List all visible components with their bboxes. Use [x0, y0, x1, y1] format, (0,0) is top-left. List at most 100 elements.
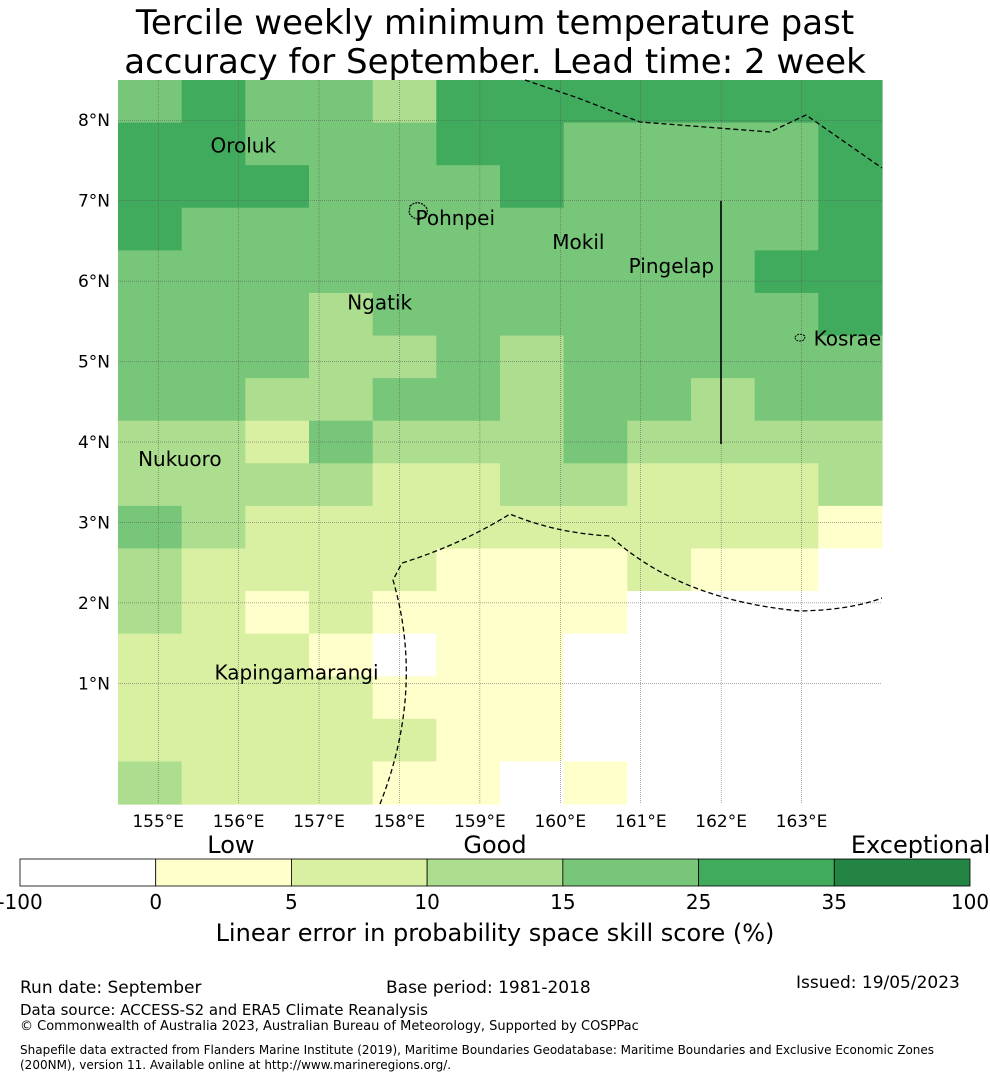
grid-cell	[818, 463, 883, 507]
grid-cell	[691, 505, 756, 550]
colorbar-bin	[155, 858, 292, 887]
grid-cell	[309, 250, 374, 294]
grid-cell	[627, 505, 692, 550]
map-title: Tercile weekly minimum temperature past …	[0, 4, 990, 82]
grid-cell	[818, 292, 883, 337]
grid-cell	[818, 122, 883, 166]
grid-cell	[818, 633, 883, 677]
grid-cell	[691, 165, 756, 209]
place-labels: Oroluk Pohnpei Mokil Pingelap Ngatik Kosrae Nu…	[138, 133, 881, 684]
grid-cell	[372, 80, 437, 124]
grid-cell	[372, 165, 437, 209]
grid-cell	[563, 505, 628, 550]
grid-cell	[754, 761, 819, 805]
grid-cell	[500, 165, 565, 209]
grid-cell	[181, 591, 246, 635]
grid-cell	[372, 761, 437, 805]
grid-cell	[500, 633, 565, 677]
grid-cell	[372, 548, 437, 592]
grid-cell	[245, 633, 310, 677]
grid-cell	[436, 165, 501, 209]
grid-cell	[754, 335, 819, 379]
grid-cell	[118, 80, 183, 124]
grid-cell	[691, 591, 756, 635]
grid-cell	[118, 633, 183, 677]
grid-cell	[181, 207, 246, 251]
grid-cell	[627, 165, 692, 209]
place-label: Kapingamarangi	[215, 660, 379, 684]
latitude-tick-label: 1°N	[78, 674, 110, 694]
grid-cell	[500, 80, 565, 124]
grid-cell	[245, 292, 310, 337]
grid-cell	[118, 165, 183, 209]
grid-cell	[372, 122, 437, 166]
grid-cell	[118, 335, 183, 379]
grid-cell	[436, 250, 501, 294]
island-outlines	[408, 202, 806, 342]
grid-cell	[627, 250, 692, 294]
grid-cell	[691, 122, 756, 166]
grid-cell	[181, 548, 246, 592]
grid-cell	[500, 420, 565, 464]
grid-cell	[500, 591, 565, 635]
grid-cell	[372, 633, 437, 677]
grid-cell	[754, 591, 819, 635]
grid-cell	[818, 591, 883, 635]
grid-cell	[309, 633, 374, 677]
grid-cell	[245, 80, 310, 124]
grid-cell	[372, 463, 437, 507]
colorbar-tick-label: -100	[0, 890, 43, 914]
colorbar-tick-label: 35	[822, 890, 847, 914]
grid-cell	[818, 420, 883, 464]
grid-cell	[691, 463, 756, 507]
grid-cell	[500, 761, 565, 805]
grid-cell	[691, 633, 756, 677]
grid-cell	[627, 633, 692, 677]
latitude-ticks: 1°N 2°N 3°N 4°N 5°N 6°N 7°N 8°N	[78, 111, 110, 694]
latitude-tick-label: 2°N	[78, 594, 110, 614]
grid-cell	[118, 378, 183, 422]
grid-cell	[563, 463, 628, 507]
grid-cell	[436, 505, 501, 550]
grid-cell	[245, 505, 310, 550]
grid-cell	[372, 292, 437, 337]
colorbar-category-label: Low	[207, 831, 254, 859]
longitude-tick-label: 156°E	[213, 812, 265, 832]
grid-cell	[818, 250, 883, 294]
grid-cell	[754, 250, 819, 294]
grid-cell	[181, 378, 246, 422]
grid-cell	[818, 505, 883, 550]
colorbar-tick-label: 25	[686, 890, 711, 914]
grid-cell	[691, 207, 756, 251]
grid-cell	[818, 718, 883, 763]
grid-cell	[245, 761, 310, 805]
data-source: Data source: ACCESS-S2 and ERA5 Climate …	[20, 1001, 428, 1019]
grid-cell	[563, 633, 628, 677]
grid-cell	[754, 676, 819, 720]
grid-cell	[309, 761, 374, 805]
grid-cell	[118, 207, 183, 251]
grid-cell	[754, 80, 819, 124]
grid-cell	[309, 718, 374, 763]
grid-cell	[436, 80, 501, 124]
grid-cell	[245, 165, 310, 209]
grid-cell	[563, 207, 628, 251]
grid-cell	[309, 420, 374, 464]
longitude-tick-label: 158°E	[374, 812, 426, 832]
grid-cell	[563, 378, 628, 422]
grid-cell	[818, 80, 883, 124]
title-line-1: Tercile weekly minimum temperature past	[135, 3, 855, 43]
grid-cell	[691, 292, 756, 337]
grid-cell	[309, 122, 374, 166]
grid-cell	[181, 292, 246, 337]
longitude-tick-label: 161°E	[615, 812, 667, 832]
grid-cell	[118, 676, 183, 720]
colorbar-tick-label: 5	[285, 890, 298, 914]
grid-cell	[436, 420, 501, 464]
grid-cell	[691, 420, 756, 464]
grid-cell	[754, 292, 819, 337]
grid-cell	[627, 335, 692, 379]
longitude-tick-label: 157°E	[293, 812, 345, 832]
longitude-tick-label: 162°E	[695, 812, 747, 832]
